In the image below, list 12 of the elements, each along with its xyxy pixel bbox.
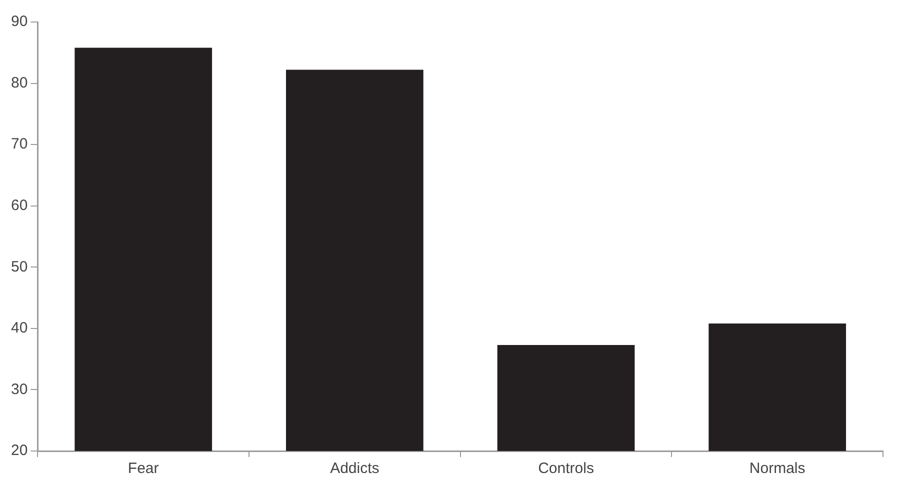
- x-tick-label: Controls: [538, 460, 594, 478]
- y-tick-label: 90: [10, 13, 28, 30]
- y-tick-label: 30: [10, 380, 28, 398]
- x-tick-label: Normals: [749, 460, 806, 478]
- y-tick-label: 70: [10, 136, 28, 153]
- y-tick-label: 60: [10, 197, 28, 214]
- x-tick-label: Fear: [128, 460, 159, 478]
- y-tick-label: 80: [10, 74, 28, 92]
- y-tick-label: 50: [10, 258, 28, 276]
- y-tick-label: 40: [10, 320, 28, 337]
- y-tick-label: 20: [10, 442, 28, 460]
- x-tick-label: Addicts: [330, 460, 380, 478]
